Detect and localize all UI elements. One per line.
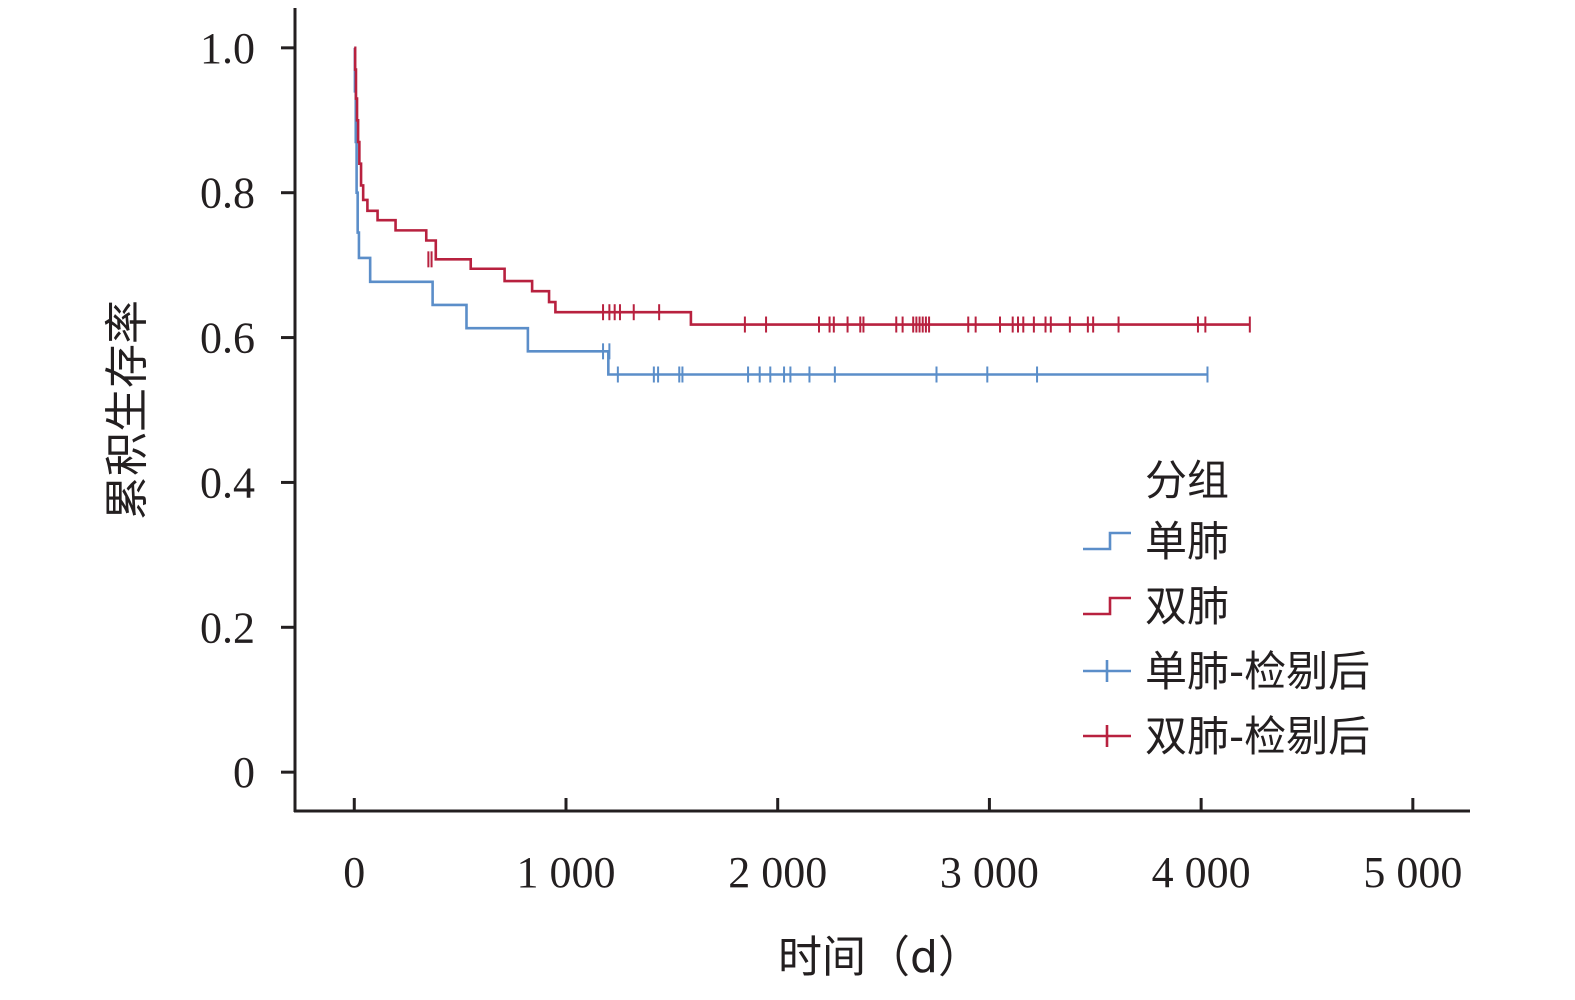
axes (293, 8, 1470, 813)
y-tick-label: 0.6 (200, 314, 255, 363)
x-tick-label: 1 000 (516, 848, 615, 897)
legend-entry: 单肺-检剔后 (1083, 647, 1370, 696)
series-0 (353, 46, 1209, 383)
y-tick-label: 0.4 (200, 458, 255, 507)
legend-step-swatch (1083, 596, 1131, 616)
x-tick-label: 3 000 (940, 848, 1039, 897)
series-1 (353, 46, 1251, 333)
legend-label: 双肺 (1145, 582, 1229, 631)
legend-label: 单肺 (1145, 517, 1229, 566)
legend-entry: 单肺 (1083, 517, 1229, 566)
series-layer (353, 46, 1251, 383)
x-axis-title: 时间（d） (778, 932, 982, 983)
legend-label: 单肺-检剔后 (1145, 647, 1370, 696)
survival-step-line (353, 46, 1250, 326)
legend-step-swatch (1083, 531, 1131, 551)
legend-entry: 双肺 (1083, 582, 1229, 631)
x-tick-label: 0 (343, 848, 365, 897)
y-tick-label: 1.0 (200, 24, 255, 73)
legend-label: 双肺-检剔后 (1145, 712, 1370, 761)
legend-title: 分组 (1145, 456, 1229, 505)
x-tick-label: 5 000 (1363, 848, 1462, 897)
x-tick-label: 2 000 (728, 848, 827, 897)
x-tick-label: 4 000 (1152, 848, 1251, 897)
y-ticks: 0 0.2 0.4 0.6 0.8 1.0 (200, 24, 294, 797)
y-tick-label: 0 (233, 748, 255, 797)
y-axis-title: 累积生存率 (102, 300, 153, 520)
legend-entry: 双肺-检剔后 (1083, 712, 1370, 761)
y-tick-label: 0.8 (200, 169, 255, 218)
y-tick-label: 0.2 (200, 603, 255, 652)
x-ticks: 0 1 000 2 000 3 000 4 000 5 000 (343, 798, 1462, 897)
